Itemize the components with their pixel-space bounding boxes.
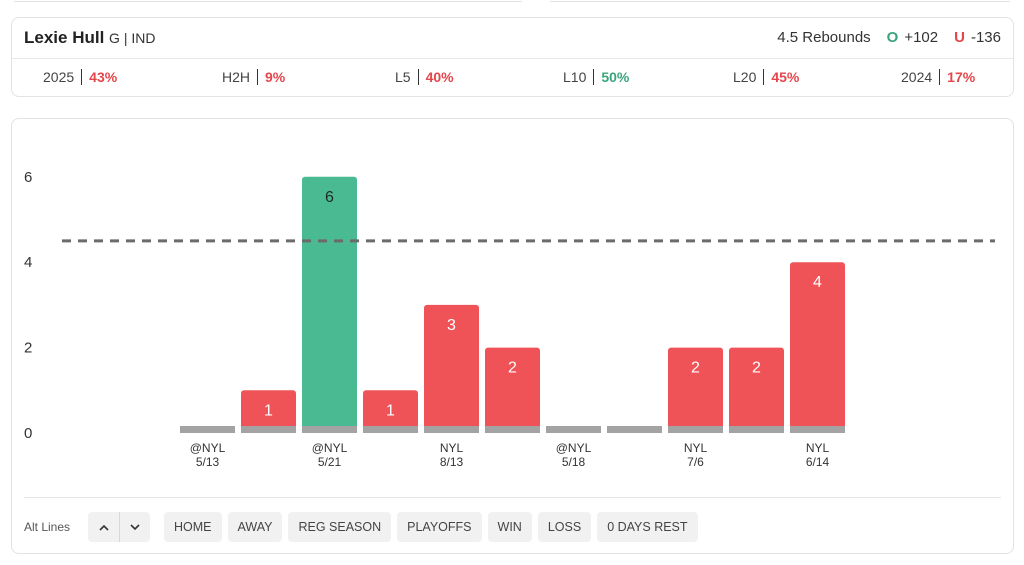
bar-value-label: 4 [813, 274, 822, 291]
bar-under[interactable] [363, 390, 418, 433]
stat-label: 2025 [43, 69, 83, 85]
stat-value: 45% [771, 69, 800, 85]
over-odds-button[interactable]: O +102 [887, 29, 938, 46]
stat-2024[interactable]: 2024 17% [901, 69, 975, 85]
bar-base [790, 426, 845, 433]
stat-value: 9% [265, 69, 286, 85]
bar-base [424, 426, 479, 433]
x-tick-opponent: @NYL [556, 441, 592, 455]
previous-card-edge-left [14, 0, 522, 2]
bar-zero[interactable] [180, 426, 235, 433]
bar-base [363, 426, 418, 433]
bar-base [485, 426, 540, 433]
bar-value-label: 2 [508, 360, 517, 377]
prop-line-label: 4.5 Rebounds [777, 29, 871, 46]
previous-card-edge-right [550, 0, 1010, 2]
stat-value: 17% [947, 69, 976, 85]
x-tick-opponent: @NYL [312, 441, 348, 455]
filter-loss[interactable]: LOSS [537, 512, 592, 542]
bar-under[interactable] [241, 390, 296, 433]
x-tick-opponent: NYL [806, 441, 830, 455]
x-tick-date: 5/21 [318, 455, 342, 469]
filter-win[interactable]: WIN [487, 512, 532, 542]
filter-reg-season[interactable]: REG SEASON [288, 512, 392, 542]
player-header: Lexie Hull G | IND 4.5 Rebounds O +102 U… [12, 18, 1013, 59]
x-tick-date: 5/18 [562, 455, 586, 469]
under-odds-button[interactable]: U -136 [954, 29, 1001, 46]
bar-value-label: 2 [691, 360, 700, 377]
bar-base [302, 426, 357, 433]
y-tick-label: 0 [24, 425, 32, 442]
bar-zero[interactable] [607, 426, 662, 433]
stat-label: L5 [395, 69, 419, 85]
bar-under[interactable] [790, 262, 845, 433]
filter-home[interactable]: HOME [164, 512, 222, 542]
x-tick-date: 8/13 [440, 455, 464, 469]
bar-value-label: 3 [447, 317, 456, 334]
filter-0-days-rest[interactable]: 0 DAYS REST [597, 512, 698, 542]
stat-l10[interactable]: L10 50% [563, 69, 629, 85]
player-meta: G | IND [109, 30, 156, 46]
over-icon: O [886, 29, 899, 46]
stat-value: 40% [425, 69, 454, 85]
stat-l5[interactable]: L5 40% [395, 69, 454, 85]
x-tick-date: 7/6 [687, 455, 704, 469]
stat-l20[interactable]: L20 45% [733, 69, 799, 85]
bar-under[interactable] [729, 347, 784, 433]
filter-away[interactable]: AWAY [227, 512, 283, 542]
alt-line-down-button[interactable] [119, 512, 150, 542]
game-log-chart-card: 0 2 4 6 @NYL 5/13 1 6 @NYL 5/21 1 3 NYL 8/13 2 @NYL 5/18… [11, 118, 1014, 554]
stat-2025[interactable]: 2025 43% [43, 69, 117, 85]
bar-under[interactable] [668, 347, 723, 433]
stat-label: 2024 [901, 69, 941, 85]
prop-line-info: 4.5 Rebounds O +102 U -136 [777, 29, 1001, 46]
under-odds-value: -136 [970, 29, 1001, 46]
stat-h2h[interactable]: H2H 9% [222, 69, 285, 85]
player-prop-header-card: Lexie Hull G | IND 4.5 Rebounds O +102 U… [11, 17, 1014, 97]
bar-value-label: 1 [264, 402, 273, 419]
bar-value-label: 2 [752, 360, 761, 377]
stat-label: H2H [222, 69, 259, 85]
stat-value: 50% [601, 69, 630, 85]
bar-zero[interactable] [546, 426, 601, 433]
bar-base [729, 426, 784, 433]
hit-rate-stats-row: 2025 43% H2H 9% L5 40% L10 50% L20 45% 2… [12, 60, 1013, 97]
game-filters: HOME AWAY REG SEASON PLAYOFFS WIN LOSS 0… [164, 512, 698, 542]
x-tick-opponent: NYL [684, 441, 708, 455]
alt-lines-label: Alt Lines [24, 520, 71, 534]
x-tick-opponent: NYL [440, 441, 464, 455]
bar-value-label: 6 [325, 189, 334, 206]
stat-value: 43% [89, 69, 118, 85]
y-tick-label: 6 [24, 169, 32, 186]
filter-playoffs[interactable]: PLAYOFFS [397, 512, 482, 542]
player-info: Lexie Hull G | IND [24, 28, 155, 48]
y-tick-label: 4 [24, 254, 32, 271]
bar-base [241, 426, 296, 433]
bar-under[interactable] [485, 347, 540, 433]
alt-lines-stepper [88, 512, 150, 542]
chart-controls: Alt Lines HOME AWAY REG SEASON PLAYOFFS … [24, 497, 1001, 554]
y-tick-label: 2 [24, 340, 32, 357]
chevron-up-icon [98, 524, 109, 531]
alt-line-up-button[interactable] [88, 512, 119, 542]
x-tick-opponent: @NYL [190, 441, 226, 455]
bar-base [668, 426, 723, 433]
stat-label: L10 [563, 69, 595, 85]
game-log-bar-chart: 0246@NYL5/1316@NYL5/2113NYL8/132@NYL5/18… [24, 169, 995, 469]
player-name[interactable]: Lexie Hull [24, 28, 105, 47]
under-icon: U [954, 29, 965, 46]
bar-value-label: 1 [386, 402, 395, 419]
bar-over[interactable] [302, 176, 357, 434]
x-tick-date: 5/13 [196, 455, 220, 469]
over-odds-value: +102 [904, 29, 939, 46]
chevron-down-icon [130, 523, 140, 530]
bar-under[interactable] [424, 304, 479, 433]
x-tick-date: 6/14 [806, 455, 830, 469]
stat-label: L20 [733, 69, 765, 85]
